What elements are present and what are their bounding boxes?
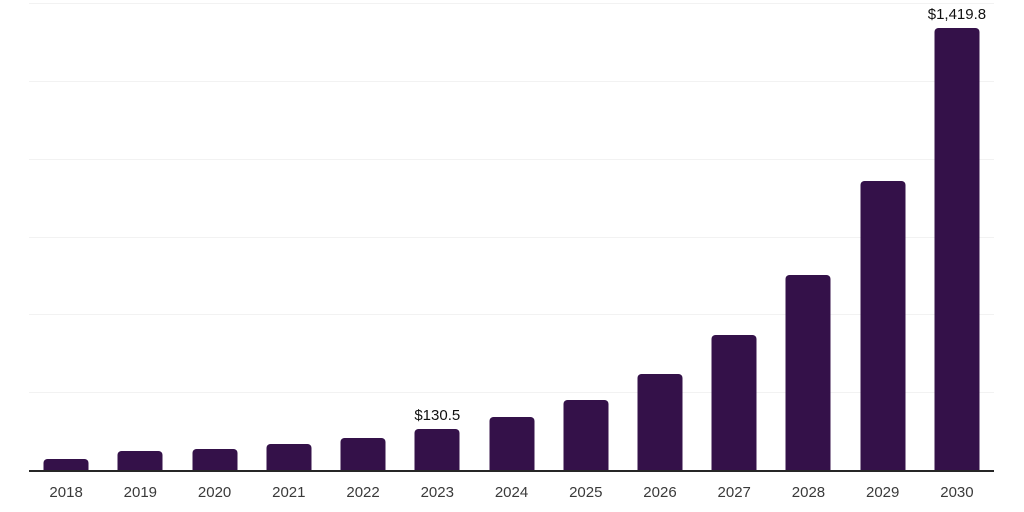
bar-column-2030: $1,419.8 <box>920 3 994 470</box>
x-tick-2029: 2029 <box>866 484 900 501</box>
bar-column-2023: $130.5 <box>400 3 474 470</box>
bar-2023 <box>414 429 460 470</box>
plot-area: $130.5 $1,419.8 <box>29 3 994 472</box>
gridline-1250 <box>29 80 994 82</box>
bar-column-2024 <box>474 3 548 470</box>
data-label-2023: $130.5 <box>414 407 461 425</box>
bar-column-2028 <box>771 3 845 470</box>
x-axis-line <box>29 470 994 472</box>
bar-column-2029 <box>846 3 920 470</box>
bar-column-2025 <box>549 3 623 470</box>
bar-2019 <box>117 451 163 470</box>
x-tick-2025: 2025 <box>569 484 603 501</box>
bar-column-2019 <box>103 3 177 470</box>
gridline-1000 <box>29 158 994 160</box>
bar-2030 <box>934 27 980 470</box>
gridline-250 <box>29 392 994 394</box>
bar-2021 <box>266 443 312 470</box>
bar-column-2027 <box>697 3 771 470</box>
bar-column-2021 <box>252 3 326 470</box>
x-tick-2030: 2030 <box>940 484 974 501</box>
bar-2024 <box>489 417 535 470</box>
x-tick-2026: 2026 <box>643 484 677 501</box>
bar-2028 <box>785 275 831 470</box>
x-tick-2018: 2018 <box>49 484 83 501</box>
bar-2022 <box>340 437 386 470</box>
bar-2029 <box>860 180 906 470</box>
x-tick-2023: 2023 <box>420 484 454 501</box>
bar-2020 <box>192 449 238 470</box>
x-tick-2024: 2024 <box>494 484 529 501</box>
gridline-500 <box>29 314 994 316</box>
bar-2027 <box>711 334 757 470</box>
x-axis-labels: 2018 2019 2020 2021 2022 2023 2024 2025 2026 2027… <box>29 484 994 501</box>
x-tick-2027: 2027 <box>717 484 751 501</box>
x-tick-2021: 2021 <box>272 484 306 501</box>
x-tick-2028: 2028 <box>791 484 826 501</box>
gridline-1500 <box>29 3 994 4</box>
x-tick-2020: 2020 <box>197 484 232 501</box>
bar-2018 <box>43 458 89 470</box>
bar-series: $130.5 $1,419.8 <box>29 3 994 470</box>
gridline-750 <box>29 236 994 238</box>
bar-column-2026 <box>623 3 697 470</box>
bar-column-2022 <box>326 3 400 470</box>
x-tick-2019: 2019 <box>123 484 158 501</box>
data-label-2030: $1,419.8 <box>927 5 987 23</box>
bar-2025 <box>563 399 609 470</box>
bar-column-2020 <box>177 3 251 470</box>
x-tick-2022: 2022 <box>346 484 380 501</box>
bar-column-2018 <box>29 3 103 470</box>
bar-2026 <box>637 374 683 470</box>
